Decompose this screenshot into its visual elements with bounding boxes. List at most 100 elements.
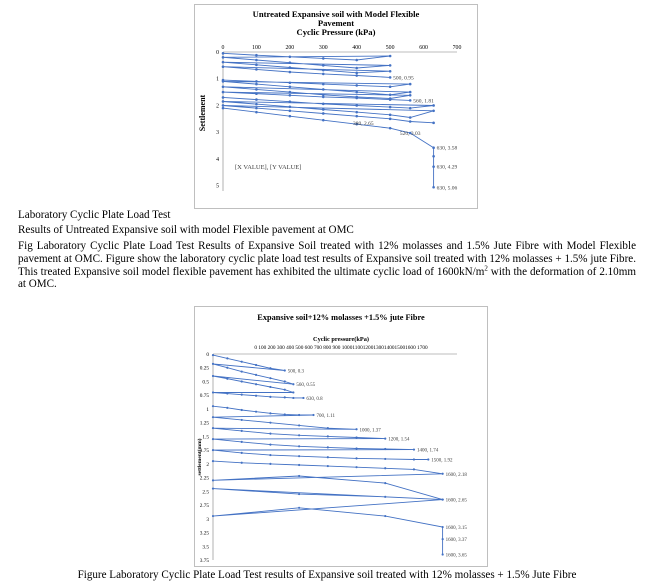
data-point [292, 391, 295, 394]
data-point [288, 55, 292, 59]
data-point [408, 116, 412, 119]
data-point [298, 445, 301, 448]
data-point [408, 94, 412, 97]
data-point [283, 396, 286, 399]
chart-treated-svg: Expansive soil+12% molasses +1.5% jute F… [196, 313, 468, 564]
data-point [355, 58, 359, 62]
data-point [269, 385, 272, 389]
data-point [412, 448, 416, 451]
data-point [288, 61, 292, 64]
data-point [388, 69, 392, 73]
data-point [211, 514, 215, 518]
data-point [441, 498, 444, 501]
y-tick-label: 3.75 [200, 558, 210, 564]
data-point [321, 108, 325, 111]
data-point [255, 80, 258, 83]
series-line [222, 96, 434, 124]
y-tick-label: 2.25 [200, 476, 210, 482]
data-point [408, 106, 412, 110]
data-label: 700, 1.11 [316, 414, 335, 419]
data-point [240, 393, 243, 396]
series-line [222, 79, 411, 101]
data-point [288, 70, 292, 74]
data-point [255, 98, 258, 101]
data-point [408, 131, 412, 135]
data-point [321, 102, 325, 106]
data-point [298, 413, 301, 417]
data-point [221, 90, 225, 94]
data-point [432, 109, 435, 113]
data-point [283, 388, 286, 391]
data-point [255, 53, 258, 57]
data-point [211, 427, 215, 430]
data-point [211, 353, 215, 357]
data-point [408, 120, 412, 123]
data-point [441, 525, 444, 529]
data-point [321, 88, 325, 91]
data-point [240, 360, 243, 363]
data-point [298, 463, 301, 467]
data-point [211, 438, 215, 441]
data-label: 1000, 1.37 [360, 428, 382, 433]
data-point [384, 481, 387, 485]
data-point [321, 72, 325, 76]
paragraph-text: Fig Laboratory Cyclic Plate Load Test Re… [18, 240, 636, 278]
data-point [269, 432, 272, 435]
data-point [384, 467, 387, 470]
data-point [283, 380, 286, 383]
data-label: 1600, 3.15 [446, 526, 468, 531]
y-tick-label: 3 [206, 517, 209, 523]
series-line [222, 52, 391, 78]
y-tick-label: 0 [216, 50, 219, 56]
series-line [212, 354, 304, 399]
data-point [255, 68, 258, 71]
data-label: 380, 2.65 [353, 121, 374, 127]
data-point [254, 373, 258, 376]
chart1-title-line2: Pavement [318, 18, 354, 28]
data-point [432, 154, 435, 158]
series-line [212, 460, 444, 555]
data-point [384, 437, 387, 440]
x-tick-label: 100 [252, 45, 261, 51]
y-tick-label: 1.25 [200, 421, 210, 427]
chart2-title: Expansive soil+12% molasses +1.5% jute F… [257, 313, 425, 322]
chart1-yaxis-label: Settlement [198, 94, 207, 131]
data-label: 630, 3.58 [437, 146, 458, 152]
data-point [355, 74, 359, 77]
data-point [432, 104, 435, 107]
chart-untreated-svg: Untreated Expansive soil with Model Flex… [198, 9, 461, 191]
data-point [388, 126, 392, 130]
y-tick-label: 1.75 [200, 448, 210, 454]
data-point [211, 405, 215, 408]
series-line [212, 405, 429, 460]
chart2-xaxis-title: Cyclic pressure(kPa) [313, 336, 369, 343]
data-point [388, 54, 392, 58]
y-tick-label: 1.5 [202, 434, 209, 440]
data-point [254, 383, 258, 386]
data-point [441, 472, 444, 475]
data-label: 1600, 2.65 [446, 499, 468, 504]
data-point [240, 380, 243, 383]
data-point [221, 52, 225, 55]
data-point [255, 88, 258, 91]
data-point [408, 82, 412, 86]
data-point [221, 65, 225, 69]
y-tick-label: 2 [206, 462, 209, 468]
data-point [288, 100, 292, 104]
data-point [221, 104, 225, 107]
data-point [292, 396, 295, 400]
data-point [312, 413, 315, 417]
y-tick-label: 1 [216, 77, 219, 83]
y-tick-label: 5 [216, 184, 219, 190]
data-point [226, 392, 229, 395]
data-point [288, 109, 292, 113]
data-point [321, 82, 325, 86]
data-point [321, 93, 325, 97]
data-point [211, 391, 215, 394]
data-point [388, 76, 392, 79]
data-point [221, 60, 225, 64]
data-label: 1600, 2.18 [446, 473, 468, 478]
figure-treated-chart: Expansive soil+12% molasses +1.5% jute F… [194, 306, 488, 567]
data-label: 630, 5.06 [437, 185, 458, 191]
chart1-xaxis-title: Cyclic Pressure (kPa) [297, 27, 376, 37]
